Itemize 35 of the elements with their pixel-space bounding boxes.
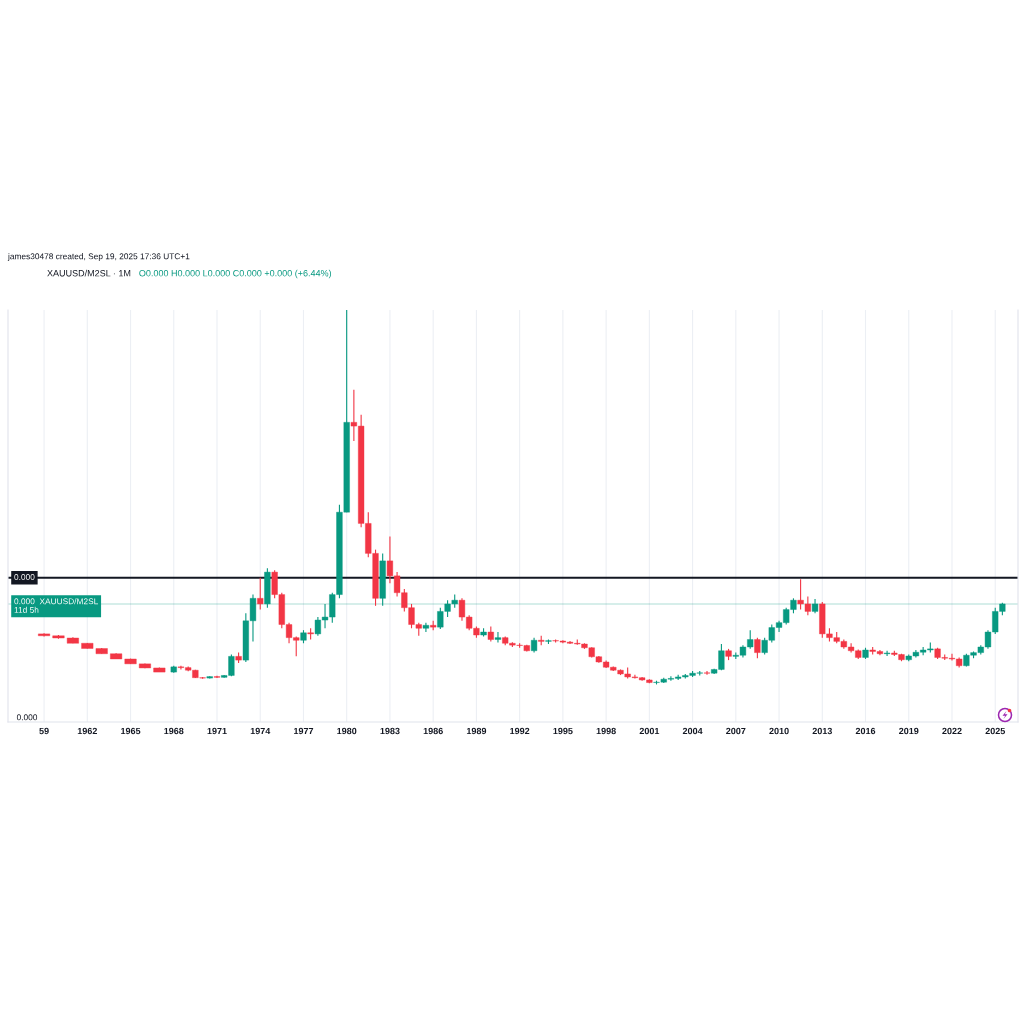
candlestick [494, 631, 502, 644]
x-tick-label: 1983 [380, 727, 400, 735]
text: 0.000 [16, 714, 38, 721]
x-tick-label: 2010 [769, 727, 789, 735]
x-tick-label: 2025 [985, 727, 1006, 735]
x-tick-label: 1995 [553, 727, 573, 735]
x-tick-label: 1968 [164, 727, 184, 735]
x-tick-label: 2022 [942, 727, 962, 735]
ref-line-label: 0.000 XAUUSD/M2SL 11d 5h [14, 598, 99, 613]
x-tick-label: 2016 [855, 727, 876, 735]
x-tick-label: 1977 [294, 727, 314, 735]
x-tick-label: 1986 [423, 727, 443, 735]
x-tick-label: 1965 [121, 727, 141, 735]
chart-subtitle: O0.000 H0.000 L0.000 C0.000 +0.000 (+6.44%) [139, 269, 332, 279]
x-tick-label: 59 [39, 727, 49, 735]
x-tick-label: 1992 [510, 727, 530, 735]
candlestick [883, 650, 891, 657]
candlestick [422, 622, 430, 633]
candlestick [754, 637, 761, 659]
chart-title: XAUUSD/M2SL · 1M [47, 269, 131, 277]
candlestick [257, 577, 264, 611]
x-tick-label: 2004 [682, 727, 703, 735]
text: james30478 created, Sep 19, 2025 17:36 UTC+1 [7, 253, 190, 261]
x-tick-label: 1974 [250, 727, 271, 735]
candlestick [703, 670, 711, 676]
x-tick-label: 2007 [726, 727, 746, 735]
x-tick-label: 2019 [899, 727, 919, 735]
annotation: 0.000 [14, 574, 35, 580]
x-tick-label: 1989 [466, 727, 487, 735]
x-tick-label: 1971 [207, 727, 227, 735]
x-tick-label: 2013 [812, 727, 833, 735]
x-tick-label: 2001 [639, 727, 660, 735]
x-tick-label: 1980 [337, 727, 357, 735]
x-tick-label: 1998 [596, 727, 616, 735]
x-tick-label: 1962 [77, 727, 97, 735]
